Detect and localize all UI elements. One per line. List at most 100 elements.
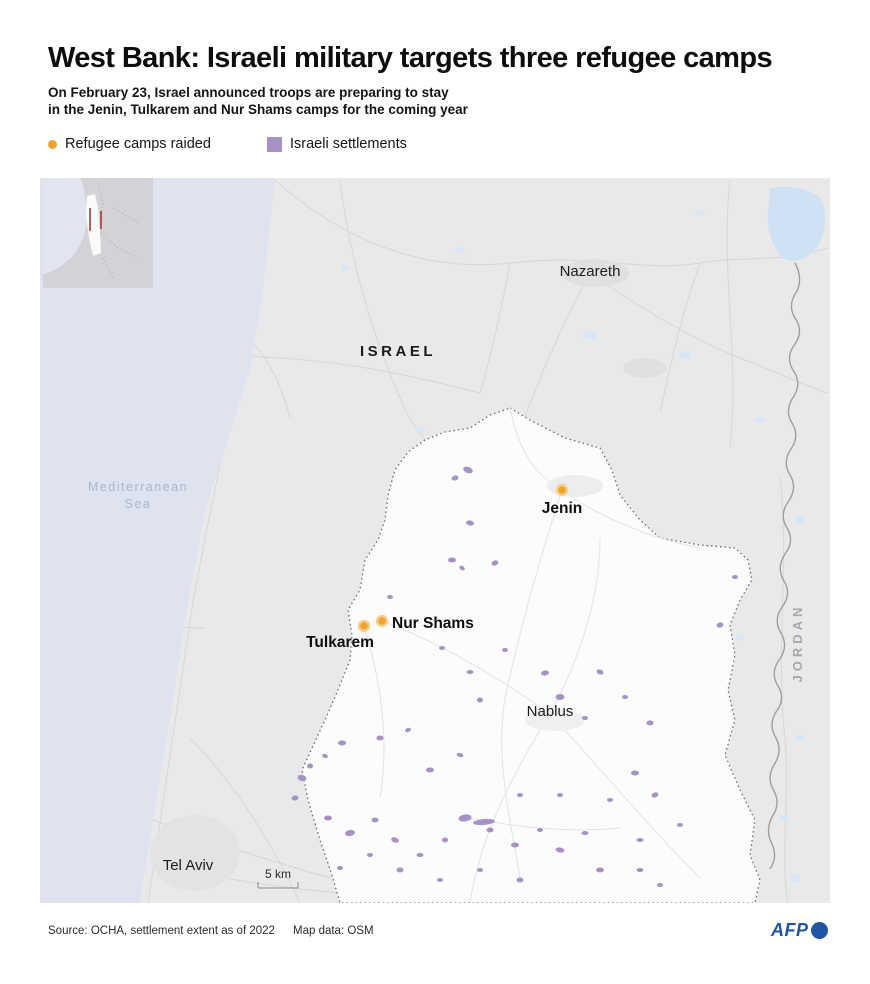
- page-title: West Bank: Israeli military targets thre…: [48, 42, 773, 74]
- mediterranean-sea: [40, 178, 275, 903]
- inset-borders: [97, 182, 140, 279]
- settlement-blob: [416, 853, 424, 857]
- afp-logo-text: AFP: [771, 920, 809, 940]
- settlement-blob: [477, 868, 483, 872]
- settlement-blob: [636, 868, 644, 872]
- settlement-blob: [376, 735, 384, 741]
- settlement-blob: [555, 847, 565, 853]
- settlement-blob: [338, 740, 346, 746]
- label-israel: ISRAEL: [360, 343, 436, 360]
- camp-dot-icon: [48, 139, 57, 149]
- settlement-blob: [732, 575, 738, 579]
- inset-extent-marks: [89, 208, 102, 231]
- settlement-blob: [463, 466, 473, 474]
- settlement-blob: [426, 767, 434, 773]
- settlement-blob: [651, 792, 659, 798]
- label-mediterranean-1: Mediterranean: [88, 480, 188, 494]
- subtitle-line-2: in the Jenin, Tulkarem and Nur Shams cam…: [48, 102, 468, 117]
- inset-locator-map: [43, 178, 153, 288]
- label-jordan: JORDAN: [790, 604, 805, 683]
- legend-settlements-label: Israeli settlements: [290, 136, 407, 152]
- afp-logo: AFP: [771, 920, 828, 941]
- settlement-blob: [716, 622, 724, 628]
- settlement-blob: [297, 774, 307, 782]
- settlement-blob: [456, 752, 464, 758]
- settlement-blob: [437, 878, 443, 882]
- label-tel-aviv: Tel Aviv: [163, 857, 214, 874]
- settlement-blob: [367, 853, 373, 857]
- settlement-blob: [451, 475, 459, 481]
- page-subtitle: On February 23, Israel announced troops …: [48, 84, 568, 118]
- camps-layer: Jenin Tulkarem Nur Shams: [306, 483, 582, 651]
- settlement-blob: [396, 867, 404, 873]
- settlement-blob: [459, 565, 465, 571]
- settlement-blob: [517, 793, 523, 797]
- settlement-square-icon: [267, 136, 282, 152]
- urban-areas: [150, 259, 667, 891]
- settlement-blob: [657, 883, 663, 887]
- scale-bar: 5 km: [257, 867, 299, 889]
- sea-of-galilee: [767, 186, 826, 262]
- camp-label-jenin: Jenin: [542, 500, 582, 517]
- settlement-blob: [596, 669, 604, 675]
- settlement-blob: [448, 557, 456, 563]
- label-mediterranean-2: Sea: [125, 497, 152, 511]
- scale-bar-label: 5 km: [265, 867, 291, 881]
- settlement-blob: [387, 595, 393, 599]
- settlement-blob: [541, 670, 549, 676]
- camp-marker-jenin: [555, 483, 569, 497]
- settlement-blob: [581, 831, 589, 835]
- scale-bar-line: [257, 882, 299, 889]
- afp-logo-circle-icon: [810, 922, 828, 939]
- settlement-blob: [502, 648, 508, 652]
- settlement-blob: [607, 798, 613, 802]
- settlements-layer: [291, 466, 738, 887]
- settlement-blob: [631, 770, 639, 776]
- settlement-blob: [322, 753, 328, 759]
- settlement-blob: [307, 763, 313, 769]
- label-nazareth: Nazareth: [560, 263, 621, 280]
- settlement-blob: [622, 695, 628, 699]
- legend-camps-label: Refugee camps raided: [65, 136, 211, 152]
- settlement-blob: [557, 793, 563, 797]
- subtitle-line-1: On February 23, Israel announced troops …: [48, 85, 449, 100]
- legend-item-camps: Refugee camps raided: [48, 136, 211, 152]
- settlement-blob: [582, 716, 588, 720]
- west-bank-boundary: [301, 407, 761, 904]
- settlement-blob: [473, 818, 495, 826]
- settlement-blob: [324, 815, 332, 821]
- map-svg: Jenin Tulkarem Nur Shams Nazareth ISRAEL M…: [40, 178, 830, 904]
- settlement-blob: [646, 720, 654, 726]
- small-lakes: [341, 210, 805, 882]
- settlement-blob: [391, 837, 399, 843]
- settlement-blob: [405, 727, 411, 733]
- settlement-blob: [439, 646, 445, 650]
- camp-label-tulkarem: Tulkarem: [306, 634, 374, 651]
- settlement-blob: [596, 867, 604, 873]
- settlement-blob: [636, 838, 644, 842]
- jordan-river: [767, 262, 801, 870]
- settlement-blob: [337, 866, 343, 870]
- settlement-blob: [291, 795, 299, 801]
- settlement-blob: [345, 829, 355, 837]
- label-nablus: Nablus: [527, 703, 574, 720]
- camp-marker-nur-shams: [375, 614, 389, 628]
- camp-marker-tulkarem: [357, 619, 371, 633]
- settlement-blob: [491, 560, 499, 566]
- settlement-blob: [537, 828, 543, 832]
- settlement-blob: [371, 817, 379, 823]
- settlement-blob: [477, 697, 483, 703]
- roads-israel: [41, 179, 829, 904]
- settlement-blob: [677, 823, 683, 827]
- settlement-blob: [516, 877, 524, 883]
- settlement-blob: [555, 694, 565, 700]
- settlement-blob: [442, 837, 448, 843]
- camp-label-nur-shams: Nur Shams: [392, 615, 474, 632]
- settlement-blob: [486, 827, 494, 833]
- settlement-blob: [466, 670, 474, 674]
- settlement-blob: [466, 520, 474, 526]
- map-data-note: Map data: OSM: [293, 925, 374, 937]
- map: Jenin Tulkarem Nur Shams Nazareth ISRAEL M…: [40, 178, 830, 904]
- settlement-blob: [458, 814, 472, 822]
